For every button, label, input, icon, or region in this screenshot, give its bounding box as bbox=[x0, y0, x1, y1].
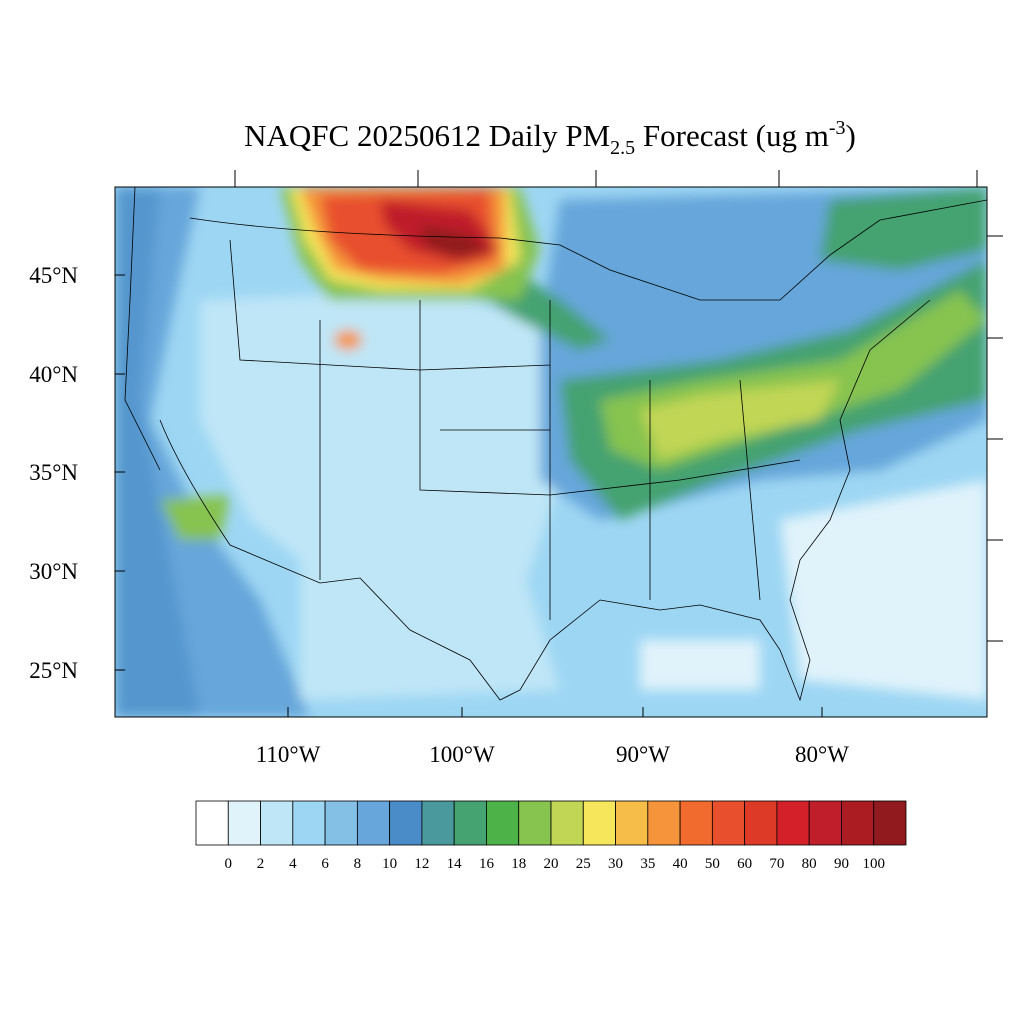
colorbar: 0 2 4 6 8 10 12 14 16 18 20 25 30 35 40 50 60 70 80 90 100 bbox=[195, 800, 907, 872]
map-frame bbox=[114, 186, 988, 718]
colorbar-label: 0 bbox=[225, 856, 233, 872]
title-superscript: -3 bbox=[829, 117, 846, 139]
colorbar-label: 10 bbox=[382, 856, 397, 872]
boundaries bbox=[124, 187, 987, 702]
lat-label: 45°N bbox=[29, 263, 78, 288]
colorbar-box bbox=[195, 800, 229, 846]
colorbar-label: 8 bbox=[354, 856, 362, 872]
title-subscript: 2.5 bbox=[610, 137, 635, 159]
colorbar-label: 6 bbox=[321, 856, 329, 872]
colorbar-label: 50 bbox=[705, 856, 720, 872]
lon-label: 90°W bbox=[616, 742, 670, 767]
colorbar-label: 14 bbox=[447, 856, 463, 872]
map-axes: 45°N 40°N 35°N 30°N 25°N 110°W 100°W 90°W 80°W bbox=[29, 170, 1003, 767]
colorbar-label: 25 bbox=[576, 856, 591, 872]
colorbar-box bbox=[744, 800, 778, 846]
colorbar-box bbox=[453, 800, 487, 846]
colorbar-box bbox=[841, 800, 875, 846]
colorbar-box bbox=[679, 800, 713, 846]
colorbar-box bbox=[260, 800, 294, 846]
colorbar-label: 16 bbox=[479, 856, 495, 872]
title: NAQFC 20250612 Daily PM2.5 Forecast (ug … bbox=[244, 117, 856, 159]
colorbar-label: 18 bbox=[511, 856, 526, 872]
colorbar-box bbox=[615, 800, 649, 846]
lat-label: 25°N bbox=[29, 658, 78, 683]
lat-label: 30°N bbox=[29, 559, 78, 584]
colorbar-box bbox=[711, 800, 746, 846]
colorbar-label: 100 bbox=[862, 856, 885, 872]
lon-label: 110°W bbox=[256, 742, 321, 767]
colorbar-box bbox=[582, 800, 616, 846]
colorbar-label: 4 bbox=[289, 856, 297, 872]
title-end: ) bbox=[846, 118, 856, 153]
colorbar-box bbox=[808, 800, 842, 846]
colorbar-box bbox=[550, 800, 584, 846]
title-main: NAQFC 20250612 Daily PM bbox=[244, 118, 610, 153]
colorbar-box bbox=[356, 800, 391, 846]
lat-label: 40°N bbox=[29, 362, 78, 387]
colorbar-box bbox=[421, 800, 455, 846]
lon-label: 80°W bbox=[795, 742, 849, 767]
map-field bbox=[115, 187, 987, 717]
colorbar-box bbox=[873, 800, 907, 846]
colorbar-box bbox=[486, 800, 520, 846]
colorbar-box bbox=[227, 800, 261, 846]
colorbar-label: 2 bbox=[257, 856, 265, 872]
colorbar-label: 30 bbox=[608, 856, 623, 872]
colorbar-box bbox=[292, 800, 326, 846]
colorbar-box bbox=[389, 800, 423, 846]
colorbar-box bbox=[324, 800, 358, 846]
colorbar-box bbox=[776, 800, 810, 846]
colorbar-label: 90 bbox=[834, 856, 849, 872]
colorbar-box bbox=[518, 800, 552, 846]
colorbar-label: 70 bbox=[769, 856, 784, 872]
colorbar-label: 60 bbox=[737, 856, 752, 872]
colorbar-label: 80 bbox=[802, 856, 817, 872]
title-middle: Forecast (ug m bbox=[635, 118, 829, 153]
colorbar-label: 35 bbox=[640, 856, 655, 872]
colorbar-label: 20 bbox=[544, 856, 559, 872]
colorbar-label: 40 bbox=[673, 856, 688, 872]
lon-label: 100°W bbox=[429, 742, 495, 767]
colorbar-label: 12 bbox=[414, 856, 429, 872]
lat-label: 35°N bbox=[29, 460, 78, 485]
colorbar-box bbox=[647, 800, 681, 846]
